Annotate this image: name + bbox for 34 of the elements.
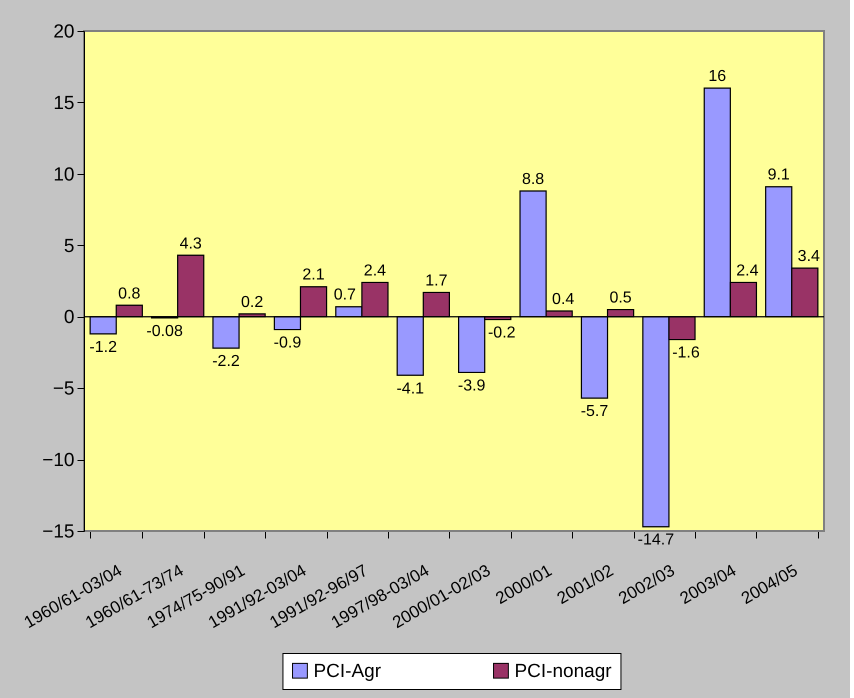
- data-label: -14.7: [638, 532, 674, 549]
- data-label: -3.9: [458, 377, 486, 394]
- data-label: -1.6: [672, 344, 700, 362]
- data-label: 3.4: [798, 248, 820, 266]
- data-label: 0.5: [609, 290, 632, 307]
- data-label: 2.1: [302, 266, 325, 284]
- legend-label: PCI-Agr: [313, 660, 382, 682]
- data-label: -0.2: [488, 324, 516, 342]
- data-label: -0.08: [146, 322, 183, 340]
- data-label: -4.1: [396, 380, 424, 398]
- y-tick-label: 20: [53, 22, 74, 42]
- y-tick-label: −5: [52, 378, 74, 400]
- data-label: 0.4: [552, 291, 574, 308]
- y-tick-label: −10: [42, 450, 74, 472]
- data-label: 4.3: [180, 235, 202, 252]
- data-label: 8.8: [522, 171, 544, 188]
- data-label: 1.7: [425, 272, 448, 290]
- data-label: -1.2: [89, 338, 118, 356]
- y-tick-label: −15: [42, 522, 74, 542]
- y-tick-label: 15: [53, 92, 74, 114]
- data-label: -0.9: [274, 334, 302, 352]
- data-label: 2.4: [364, 262, 386, 280]
- y-tick-label: 10: [53, 164, 74, 186]
- y-tick-label: 0: [64, 307, 74, 328]
- data-label: 0.2: [240, 294, 264, 311]
- data-label: 2.4: [736, 262, 759, 280]
- y-tick-label: 5: [64, 236, 74, 257]
- data-label: 0.7: [334, 286, 356, 304]
- data-label: 9.1: [768, 166, 790, 184]
- data-label: -2.2: [212, 353, 240, 370]
- data-label: 0.8: [118, 285, 141, 302]
- data-label: 16: [708, 68, 726, 86]
- data-label: -5.7: [580, 403, 608, 420]
- legend-label: PCI-nonagr: [514, 660, 612, 682]
